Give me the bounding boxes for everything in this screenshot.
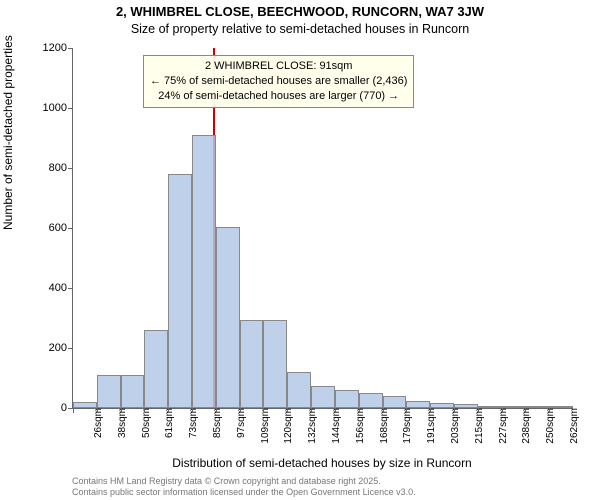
x-tick-label: 227sqm [494,408,509,444]
x-tick-mark [144,408,145,413]
x-tick-mark [311,408,312,413]
x-tick-mark [383,408,384,413]
x-tick-label: 238sqm [517,408,532,444]
x-tick-label: 203sqm [446,408,461,444]
x-tick-mark [525,408,526,413]
x-tick-mark [502,408,503,413]
x-tick-mark [478,408,479,413]
histogram-bar [311,386,335,409]
x-tick-label: 191sqm [422,408,437,444]
histogram-bar [406,401,430,409]
y-tick-mark [68,48,73,49]
histogram-bar [144,330,168,408]
x-tick-mark [287,408,288,413]
y-tick-mark [68,108,73,109]
x-tick-mark [335,408,336,413]
x-tick-mark [192,408,193,413]
annotation-line-1: 2 WHIMBREL CLOSE: 91sqm [150,59,407,74]
x-tick-label: 250sqm [541,408,556,444]
chart-subtitle: Size of property relative to semi-detach… [0,22,600,36]
plot-area: 2 WHIMBREL CLOSE: 91sqm ← 75% of semi-de… [72,48,573,409]
x-tick-mark [454,408,455,413]
x-tick-label: 168sqm [375,408,390,444]
histogram-bar [97,375,121,408]
x-tick-mark [240,408,241,413]
x-tick-mark [73,408,74,413]
y-tick-mark [68,348,73,349]
x-tick-label: 262sqm [565,408,580,444]
chart-title: 2, WHIMBREL CLOSE, BEECHWOOD, RUNCORN, W… [0,4,600,19]
y-tick-mark [68,228,73,229]
x-tick-label: 179sqm [398,408,413,444]
x-tick-mark [121,408,122,413]
histogram-bar [359,393,383,408]
licence-text: Contains HM Land Registry data © Crown c… [72,476,416,498]
x-tick-label: 132sqm [303,408,318,444]
annotation-line-3: 24% of semi-detached houses are larger (… [150,89,407,104]
y-tick-mark [68,288,73,289]
histogram-bar [287,372,311,408]
histogram-bar [383,396,407,408]
histogram-bar [168,174,192,408]
histogram-bar [192,135,216,408]
x-tick-mark [216,408,217,413]
x-tick-label: 144sqm [327,408,342,444]
x-tick-mark [549,408,550,413]
histogram-bar [121,375,145,408]
histogram-bar [240,320,264,409]
annotation-box: 2 WHIMBREL CLOSE: 91sqm ← 75% of semi-de… [143,55,414,108]
histogram-bar [335,390,359,408]
y-tick-mark [68,168,73,169]
x-tick-label: 109sqm [256,408,271,444]
x-axis-label: Distribution of semi-detached houses by … [72,456,572,470]
x-tick-mark [430,408,431,413]
x-tick-mark [359,408,360,413]
x-tick-label: 120sqm [279,408,294,444]
x-tick-label: 156sqm [351,408,366,444]
x-tick-mark [168,408,169,413]
histogram-bar [263,320,287,409]
chart-container: 2, WHIMBREL CLOSE, BEECHWOOD, RUNCORN, W… [0,0,600,500]
histogram-bar [216,227,240,409]
annotation-line-2: ← 75% of semi-detached houses are smalle… [150,74,407,89]
y-axis-label: Number of semi-detached properties [1,35,15,230]
x-tick-mark [263,408,264,413]
x-tick-mark [97,408,98,413]
x-tick-label: 215sqm [470,408,485,444]
x-tick-mark [406,408,407,413]
